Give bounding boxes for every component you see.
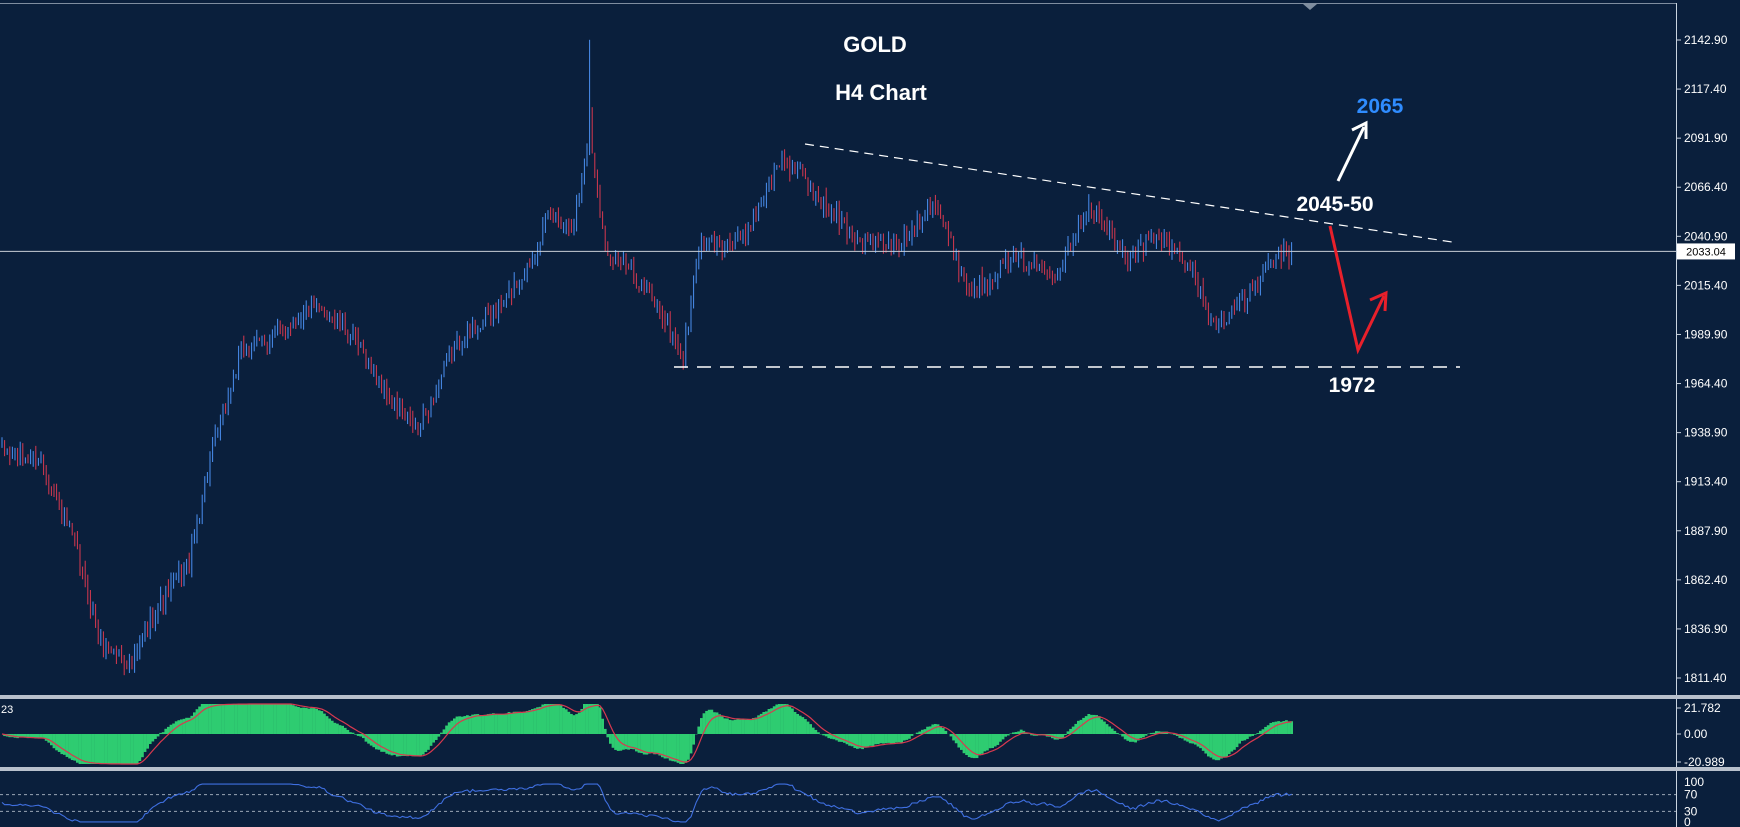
price-tick-label: 1811.40 bbox=[1684, 671, 1727, 685]
chart-title: GOLD bbox=[843, 32, 907, 57]
pane-separator-1[interactable] bbox=[0, 695, 1740, 699]
resistance-2045-50-label: 2045-50 bbox=[1296, 193, 1373, 216]
pane-separator-2[interactable] bbox=[0, 767, 1740, 771]
rsi-tick-label: 0 bbox=[1684, 815, 1691, 827]
price-tick-label: 2117.40 bbox=[1684, 82, 1727, 96]
oscillator-axis: 21.782 0.00 -20.989 bbox=[1676, 701, 1725, 769]
price-tick-label: 1862.40 bbox=[1684, 573, 1728, 587]
price-axis: 2142.90 2117.40 2091.90 2066.40 2040.90 2015.… bbox=[1676, 33, 1728, 685]
bearish-scenario-arrow bbox=[1328, 225, 1388, 355]
price-tick-label: 1913.40 bbox=[1684, 475, 1728, 489]
rsi-tick-label: 30 bbox=[1684, 804, 1698, 818]
current-price-box bbox=[1677, 243, 1735, 260]
rsi-tick-label: 100 bbox=[1684, 775, 1704, 789]
price-tick-label: 1938.90 bbox=[1684, 426, 1728, 440]
oscillator-tick-label: 0.00 bbox=[1684, 727, 1708, 741]
chart-subtitle: H4 Chart bbox=[835, 80, 927, 105]
price-tick-label: 1989.90 bbox=[1684, 327, 1728, 341]
price-tick-label: 1836.90 bbox=[1684, 622, 1728, 636]
price-tick-label: 2015.40 bbox=[1684, 278, 1728, 292]
rsi-tick-label: 70 bbox=[1684, 788, 1698, 802]
oscillator-tick-label: 21.782 bbox=[1684, 701, 1721, 715]
price-tick-label: 2040.90 bbox=[1684, 229, 1728, 243]
target-2065-label: 2065 bbox=[1357, 95, 1404, 118]
oscillator-corner-label: 23 bbox=[1, 704, 13, 716]
descending-trendline bbox=[804, 143, 1453, 243]
price-tick-label: 2142.90 bbox=[1684, 33, 1728, 47]
support-1972-label: 1972 bbox=[1329, 374, 1376, 397]
oscillator-signal-line bbox=[1, 703, 1292, 765]
price-tick-label: 1964.40 bbox=[1684, 377, 1728, 391]
price-tick-label: 2091.90 bbox=[1684, 131, 1728, 145]
rsi-line bbox=[1, 783, 1292, 823]
bullish-arrow bbox=[1336, 120, 1368, 182]
price-tick-label: 2066.40 bbox=[1684, 180, 1728, 194]
chart-shift-marker[interactable] bbox=[1303, 4, 1317, 10]
candlestick-series bbox=[1, 39, 1293, 676]
oscillator-tick-label: -20.989 bbox=[1684, 755, 1725, 769]
price-tick-label: 1887.90 bbox=[1684, 524, 1728, 538]
current-price-label: 2033.04 bbox=[1686, 246, 1726, 258]
